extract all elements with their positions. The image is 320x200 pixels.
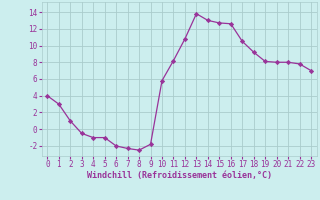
X-axis label: Windchill (Refroidissement éolien,°C): Windchill (Refroidissement éolien,°C) <box>87 171 272 180</box>
